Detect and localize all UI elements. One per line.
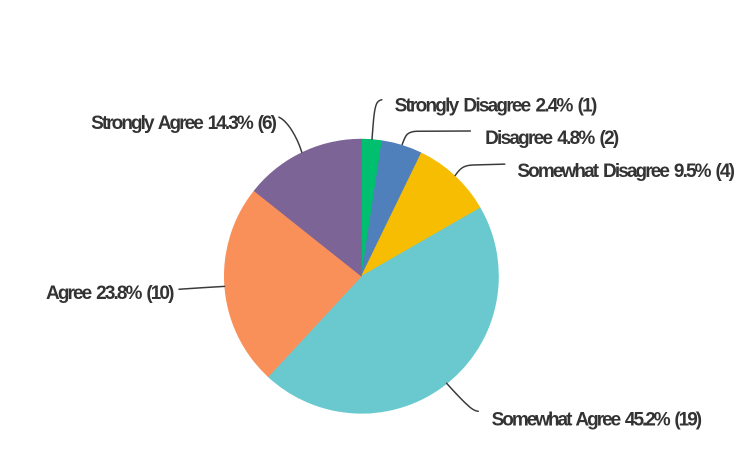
svg-text:Agree 23.8% (10): Agree 23.8% (10): [46, 283, 174, 304]
svg-text:Somewhat Agree 45.2% (19): Somewhat Agree 45.2% (19): [492, 410, 702, 431]
svg-text:Disagree 4.8% (2): Disagree 4.8% (2): [485, 128, 619, 149]
svg-text:Strongly Agree 14.3% (6): Strongly Agree 14.3% (6): [91, 113, 277, 134]
svg-text:Somewhat Disagree 9.5% (4): Somewhat Disagree 9.5% (4): [517, 161, 735, 182]
svg-text:Strongly Disagree 2.4% (1): Strongly Disagree 2.4% (1): [395, 96, 598, 117]
